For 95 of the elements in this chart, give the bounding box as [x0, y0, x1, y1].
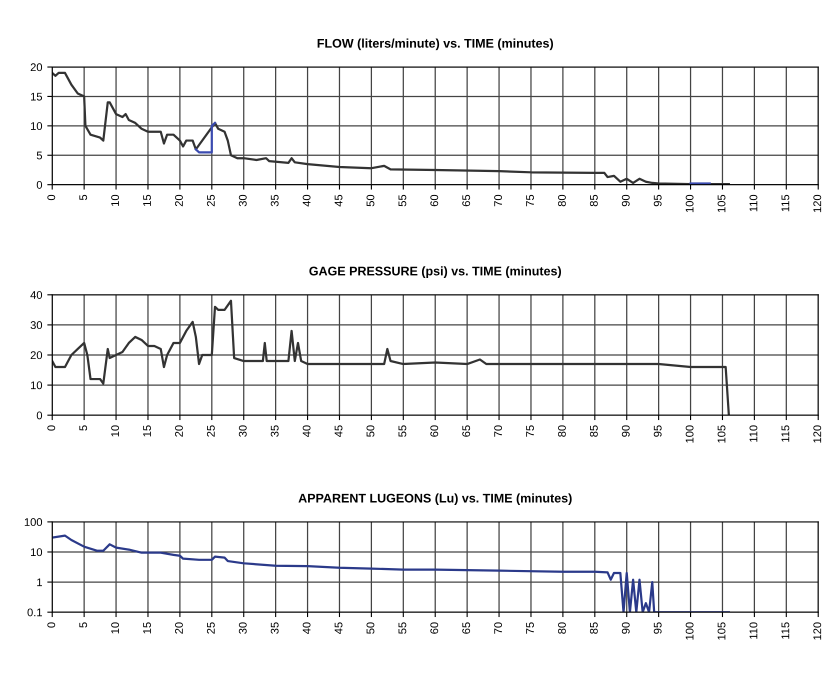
x-tick-label: 70	[494, 425, 502, 437]
x-tick-label: 90	[622, 194, 630, 206]
x-tick-label: 105	[718, 425, 726, 443]
x-tick-label: 80	[558, 194, 566, 206]
x-tick-label: 120	[813, 622, 822, 640]
y-tick-label: 1	[37, 578, 42, 586]
x-tick-label: 95	[654, 194, 662, 206]
x-tick-label: 55	[398, 194, 406, 206]
x-tick-label: 40	[302, 425, 311, 438]
x-tick-label: 65	[462, 194, 470, 206]
x-tick-label: 85	[590, 622, 598, 634]
x-tick-label: 105	[718, 194, 726, 212]
x-tick-label: 30	[238, 622, 247, 634]
x-tick-label: 0	[47, 194, 56, 200]
x-tick-label: 95	[654, 425, 662, 437]
x-tick-label: 110	[750, 622, 758, 639]
x-tick-label: 25	[206, 425, 215, 437]
y-tick-label: 0.1	[27, 608, 42, 616]
x-tick-label: 0	[47, 425, 56, 431]
x-tick-label: 45	[334, 425, 342, 438]
x-tick-label: 110	[750, 194, 758, 212]
x-tick-label: 100	[686, 194, 694, 212]
x-tick-label: 100	[686, 425, 694, 443]
x-tick-label: 0	[47, 622, 56, 628]
y-tick-label: 10	[30, 122, 42, 130]
y-tick-label: 20	[30, 63, 42, 72]
y-tick-label: 20	[30, 351, 42, 360]
y-tick-label: 15	[30, 92, 42, 101]
y-tick-label: 0	[36, 411, 42, 420]
x-tick-label: 80	[558, 425, 566, 437]
x-tick-label: 55	[398, 425, 406, 437]
x-tick-label: 60	[430, 622, 438, 634]
x-tick-label: 75	[526, 622, 534, 634]
x-tick-label: 40	[302, 622, 311, 634]
x-tick-label: 85	[590, 425, 598, 437]
x-tick-label: 10	[111, 194, 120, 206]
y-tick-label: 40	[30, 291, 42, 299]
x-tick-label: 115	[782, 425, 790, 442]
x-tick-label: 5	[79, 425, 88, 431]
x-tick-label: 115	[782, 622, 790, 639]
y-tick-label: 10	[30, 548, 42, 556]
y-tick-label: 5	[36, 152, 42, 160]
y-tick-label: 0	[36, 180, 42, 189]
x-tick-label: 50	[366, 425, 374, 437]
x-tick-label: 5	[79, 622, 88, 628]
x-tick-label: 120	[813, 194, 822, 212]
x-tick-label: 15	[143, 622, 151, 634]
x-tick-label: 30	[238, 194, 247, 206]
x-tick-label: 10	[111, 425, 120, 436]
x-tick-label: 105	[718, 622, 726, 640]
x-tick-label: 120	[813, 425, 822, 443]
x-tick-label: 50	[366, 194, 374, 206]
chart-title: APPARENT LUGEONS (Lu) vs. TIME (minutes)	[298, 493, 572, 506]
x-tick-label: 5	[79, 194, 88, 200]
chart-title: FLOW (liters/minute) vs. TIME (minutes)	[318, 38, 554, 50]
x-tick-label: 85	[590, 194, 598, 206]
x-tick-label: 70	[494, 622, 502, 634]
x-tick-label: 10	[111, 622, 120, 634]
x-tick-label: 45	[334, 194, 342, 207]
y-tick-label: 100	[24, 518, 42, 526]
x-tick-label: 20	[175, 194, 183, 206]
x-tick-label: 45	[334, 622, 342, 634]
x-tick-label: 35	[270, 425, 279, 437]
x-tick-label: 75	[526, 194, 534, 206]
x-tick-label: 95	[654, 622, 662, 634]
x-tick-label: 25	[206, 622, 215, 634]
x-tick-label: 35	[270, 194, 279, 206]
x-tick-label: 35	[270, 622, 279, 634]
x-tick-label: 40	[302, 194, 311, 207]
x-tick-label: 90	[622, 425, 630, 437]
x-tick-label: 80	[558, 622, 566, 634]
chart-title: GAGE PRESSURE (psi) vs. TIME (minutes)	[309, 266, 562, 278]
y-tick-label: 10	[30, 381, 42, 390]
x-tick-label: 115	[782, 194, 790, 212]
x-tick-label: 90	[622, 622, 630, 634]
x-tick-label: 15	[143, 194, 151, 206]
x-tick-label: 60	[430, 425, 438, 437]
x-tick-label: 65	[462, 425, 470, 437]
x-tick-label: 50	[366, 622, 374, 634]
x-tick-label: 30	[238, 425, 247, 437]
x-tick-label: 25	[206, 194, 215, 206]
x-tick-label: 20	[175, 425, 183, 437]
x-tick-label: 15	[143, 425, 151, 436]
y-tick-label: 30	[30, 321, 42, 330]
x-tick-label: 75	[526, 425, 534, 437]
line-series	[52, 534, 730, 612]
x-tick-label: 65	[462, 622, 470, 634]
x-tick-label: 55	[398, 622, 406, 634]
x-tick-label: 20	[175, 622, 183, 634]
line-series	[52, 72, 730, 185]
line-series	[52, 300, 730, 416]
x-tick-label: 70	[494, 194, 502, 206]
x-tick-label: 110	[750, 425, 758, 442]
x-tick-label: 60	[430, 194, 438, 206]
x-tick-label: 100	[686, 622, 694, 640]
